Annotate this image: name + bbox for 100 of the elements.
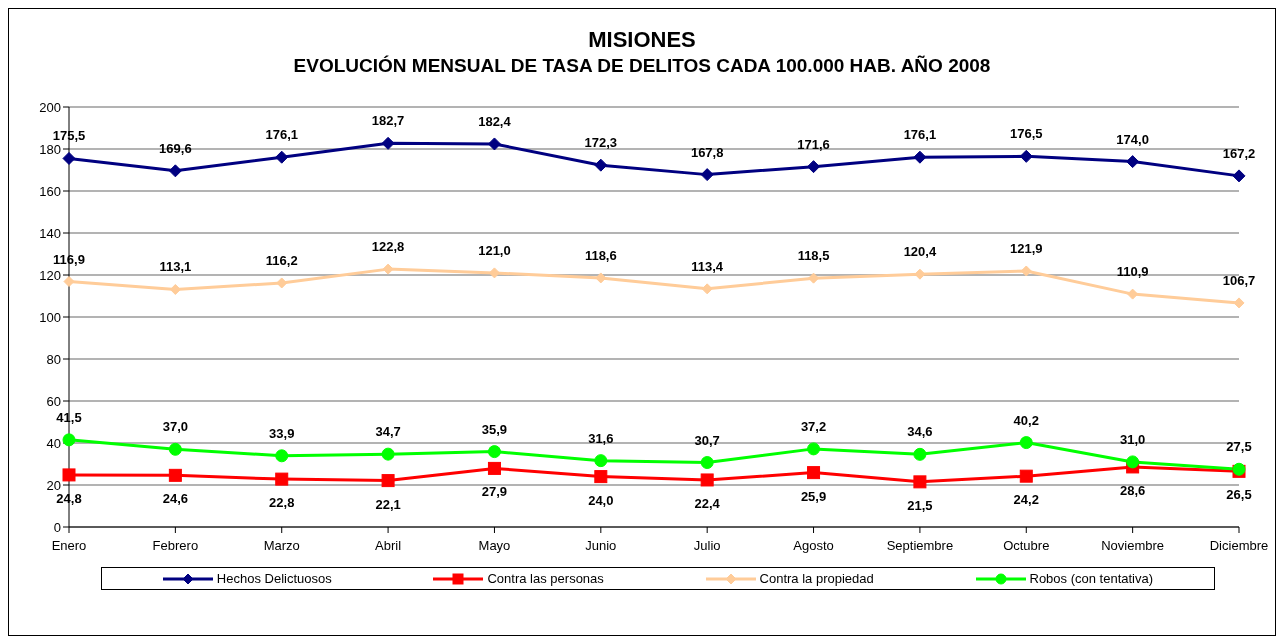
y-tick-label: 0	[53, 519, 61, 535]
point	[62, 151, 76, 165]
data-label: 30,7	[694, 432, 720, 448]
y-tick-label: 140	[39, 225, 61, 241]
data-label: 176,1	[265, 127, 298, 143]
data-label: 169,6	[159, 140, 192, 156]
y-tick-label: 180	[39, 141, 61, 157]
data-label: 41,5	[56, 409, 82, 425]
data-label: 40,2	[1013, 412, 1039, 428]
point	[594, 470, 608, 484]
point	[807, 442, 821, 456]
y-tick-label: 200	[39, 99, 61, 115]
data-label: 22,1	[375, 496, 401, 512]
data-label: 176,5	[1010, 126, 1043, 142]
data-label: 121,9	[1010, 241, 1043, 257]
x-tick-label: Noviembre	[1101, 538, 1165, 554]
x-tick-label: Julio	[693, 538, 721, 554]
data-label: 118,5	[797, 248, 830, 264]
y-tick-label: 60	[46, 393, 61, 409]
point	[168, 468, 182, 482]
data-label: 27,5	[1226, 439, 1252, 455]
data-label: 24,0	[588, 492, 614, 508]
point	[275, 472, 289, 486]
point	[913, 447, 927, 461]
x-tick-label: Marzo	[263, 538, 300, 554]
data-label: 33,9	[269, 425, 295, 441]
data-label: 27,9	[481, 484, 508, 500]
x-tick-label: Agosto	[793, 538, 834, 554]
data-label: 37,2	[800, 418, 827, 434]
data-label: 25,9	[800, 488, 827, 504]
data-label: 34,6	[907, 424, 933, 440]
point	[1126, 155, 1140, 169]
data-label: 26,5	[1226, 487, 1252, 503]
chart-subtitle: EVOLUCIÓN MENSUAL DE TASA DE DELITOS CADA 100.000 HAB. AÑO 2008	[292, 55, 992, 77]
point	[1019, 149, 1033, 163]
data-label: 35,9	[481, 421, 508, 437]
data-label: 116,2	[265, 252, 298, 268]
data-label: 24,2	[1013, 492, 1039, 508]
point	[275, 150, 289, 164]
data-label: 22,4	[694, 495, 721, 511]
point	[1019, 469, 1033, 483]
data-label: 28,6	[1119, 482, 1146, 498]
data-label: 34,7	[375, 424, 401, 440]
data-label: 24,6	[162, 491, 189, 507]
point	[1126, 455, 1140, 469]
point	[594, 454, 608, 468]
data-label: 22,8	[269, 495, 295, 511]
point	[700, 168, 714, 182]
point	[487, 445, 501, 459]
y-tick-label: 20	[46, 477, 61, 493]
data-label: 106,7	[1222, 272, 1256, 288]
point	[487, 461, 501, 475]
point	[700, 473, 714, 487]
data-label: 121,0	[478, 242, 511, 258]
data-label: 24,8	[56, 490, 82, 506]
y-tick-label: 100	[39, 309, 61, 325]
y-tick-label: 120	[39, 267, 61, 283]
point	[168, 442, 182, 456]
point	[487, 137, 501, 151]
data-label: 31,0	[1119, 431, 1146, 447]
data-label: 182,7	[371, 113, 405, 129]
y-tick-label: 80	[46, 351, 61, 367]
point	[1232, 169, 1246, 183]
x-tick-label: Septiembre	[886, 538, 954, 554]
point	[62, 468, 76, 482]
data-label: 167,8	[690, 144, 724, 160]
point	[381, 474, 395, 488]
x-tick-label: Enero	[51, 538, 87, 554]
data-label: 110,9	[1116, 264, 1149, 280]
point	[276, 277, 288, 289]
y-tick-label: 40	[46, 435, 61, 451]
legend-label: Contra la propiedad	[759, 571, 874, 586]
point	[62, 433, 76, 447]
data-label: 113,1	[159, 259, 192, 275]
x-tick-label: Diciembre	[1209, 538, 1269, 554]
point	[700, 456, 714, 470]
point	[381, 447, 395, 461]
point	[275, 449, 289, 463]
data-label: 175,5	[52, 128, 86, 144]
data-label: 37,0	[162, 419, 189, 435]
point	[168, 164, 182, 178]
x-tick-label: Mayo	[478, 538, 511, 554]
data-label: 21,5	[907, 497, 933, 513]
data-label: 167,2	[1222, 145, 1256, 161]
point	[807, 466, 821, 480]
x-tick-label: Junio	[585, 538, 617, 554]
data-label: 116,9	[53, 251, 85, 267]
data-label: 182,4	[478, 113, 512, 129]
data-label: 118,6	[584, 247, 617, 263]
legend-label: Hechos Delictuosos	[216, 571, 332, 586]
legend-label: Robos (con tentativa)	[1029, 571, 1154, 586]
point	[913, 150, 927, 164]
legend-label: Contra las personas	[487, 571, 604, 586]
chart-title: MISIONES	[587, 27, 697, 53]
data-label: 113,4	[691, 258, 724, 274]
data-label: 120,4	[903, 244, 937, 260]
point	[913, 475, 927, 489]
y-tick-label: 160	[39, 183, 61, 199]
point	[381, 136, 395, 150]
point	[701, 283, 713, 295]
